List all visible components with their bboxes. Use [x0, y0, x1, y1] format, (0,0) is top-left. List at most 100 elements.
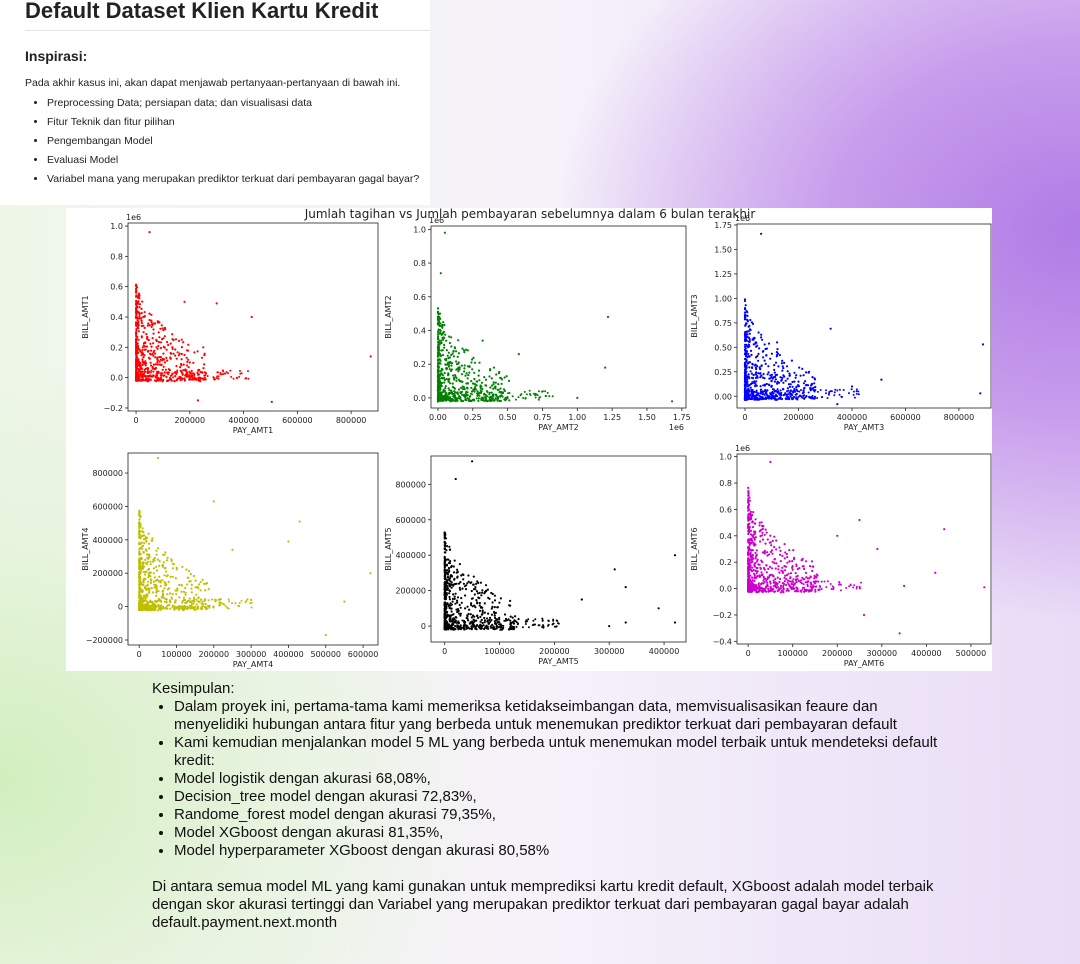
x-axis-label: PAY_AMT6	[844, 659, 884, 668]
data-point	[748, 366, 751, 369]
x-tick-label: 0.75	[534, 413, 552, 422]
data-point	[488, 375, 491, 378]
data-point	[171, 575, 174, 578]
data-point	[748, 542, 751, 545]
x-tick-label: 0.00	[429, 413, 447, 422]
data-point	[144, 587, 147, 590]
data-point	[453, 621, 456, 624]
data-point	[749, 386, 752, 389]
data-point	[182, 363, 185, 366]
data-point	[763, 533, 766, 536]
data-point	[775, 539, 778, 542]
data-point	[476, 601, 479, 604]
data-point	[468, 365, 471, 368]
data-point	[137, 324, 140, 327]
data-point	[151, 353, 154, 356]
data-point	[154, 603, 157, 606]
data-point	[798, 390, 801, 393]
data-point	[139, 604, 142, 607]
data-point	[786, 581, 789, 584]
data-point	[324, 633, 327, 637]
data-point	[140, 312, 143, 315]
data-point	[137, 311, 140, 314]
data-point	[536, 394, 539, 397]
data-point	[182, 590, 185, 593]
data-point	[455, 398, 459, 401]
data-point	[778, 580, 781, 583]
data-point	[769, 460, 772, 463]
data-point	[806, 581, 809, 584]
data-point	[448, 606, 451, 609]
data-point	[138, 365, 141, 368]
data-point	[161, 579, 164, 582]
data-point	[765, 564, 768, 567]
x-tick-label: 1.00	[568, 413, 586, 422]
data-point	[769, 534, 772, 537]
data-point	[448, 569, 451, 573]
data-point	[499, 597, 502, 600]
data-point	[140, 307, 143, 310]
data-point	[495, 373, 498, 376]
data-point	[811, 589, 813, 592]
data-point	[161, 595, 164, 598]
data-point	[524, 620, 527, 623]
data-point	[783, 580, 786, 583]
data-point	[167, 373, 170, 376]
data-point	[757, 359, 760, 362]
x-tick-label: 100000	[161, 650, 192, 659]
data-point	[833, 391, 836, 394]
data-point	[747, 559, 750, 562]
data-point	[448, 356, 451, 359]
data-point	[744, 372, 747, 375]
data-point	[182, 596, 186, 599]
data-point	[451, 623, 454, 626]
data-point	[450, 336, 453, 339]
data-point	[180, 352, 183, 356]
data-point	[450, 586, 453, 589]
data-point	[142, 373, 145, 376]
data-point	[791, 580, 793, 583]
data-point	[790, 359, 794, 362]
data-point	[786, 370, 789, 373]
data-point	[762, 384, 765, 387]
data-point	[437, 331, 440, 334]
data-point	[773, 380, 777, 383]
data-point	[171, 338, 174, 341]
data-point	[151, 591, 155, 594]
data-point	[538, 390, 540, 393]
data-point	[758, 366, 761, 369]
data-point	[769, 541, 772, 544]
data-point	[491, 623, 494, 626]
data-point	[458, 586, 461, 589]
data-point	[747, 529, 751, 532]
data-point	[445, 349, 448, 352]
data-point	[744, 308, 747, 311]
data-point	[762, 397, 766, 400]
data-point	[202, 346, 205, 349]
y-axis-label: BILL_AMT3	[690, 294, 699, 337]
data-point	[514, 615, 517, 618]
data-point	[158, 360, 161, 363]
list-item: Pengembangan Model	[47, 132, 419, 151]
data-point	[135, 335, 138, 338]
data-point	[763, 383, 767, 386]
data-point	[152, 367, 155, 370]
data-point	[490, 377, 493, 380]
data-point	[771, 560, 774, 563]
data-point	[445, 363, 449, 366]
data-point	[512, 622, 516, 625]
data-point	[196, 371, 199, 374]
data-point	[152, 580, 155, 583]
y-axis-label: BILL_AMT5	[384, 527, 393, 570]
data-point	[499, 387, 502, 390]
data-point	[803, 567, 806, 571]
data-point	[444, 578, 447, 581]
data-point	[758, 574, 761, 577]
data-point	[155, 565, 158, 568]
data-point	[747, 373, 750, 376]
data-point	[140, 546, 143, 549]
data-point	[185, 373, 188, 375]
data-point	[184, 369, 186, 372]
data-point	[137, 371, 140, 374]
data-point	[240, 599, 243, 602]
